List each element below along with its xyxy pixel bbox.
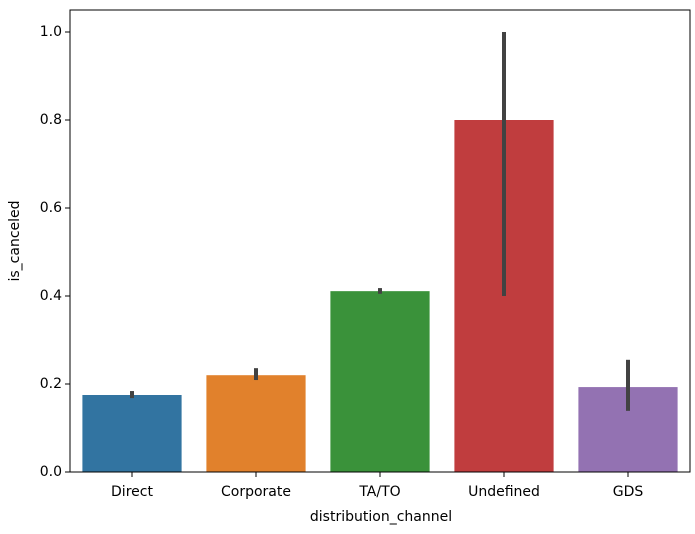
x-axis-label: distribution_channel (310, 509, 452, 525)
x-tick-label: Direct (111, 484, 153, 500)
y-tick-label: 0.8 (40, 112, 62, 128)
y-tick-label: 0.2 (40, 376, 62, 392)
x-tick-label: Undefined (468, 484, 540, 500)
plot-frame (69, 9, 691, 473)
bar (330, 291, 430, 472)
y-tick-label: 0.6 (40, 200, 62, 216)
y-axis-label: is_canceled (7, 200, 23, 281)
x-tick-label: TA/TO (358, 484, 400, 500)
bar (82, 395, 182, 472)
y-tick-label: 1.0 (40, 24, 62, 40)
x-tick-label: Corporate (221, 484, 291, 500)
bar (206, 375, 306, 472)
y-tick-label: 0.4 (40, 288, 62, 304)
x-tick-label: GDS (613, 484, 644, 500)
y-tick-label: 0.0 (40, 464, 62, 480)
